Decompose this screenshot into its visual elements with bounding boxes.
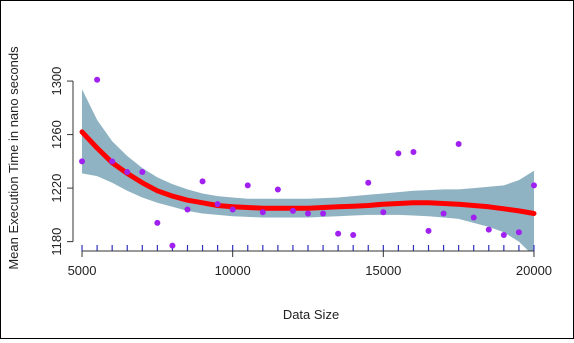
data-point — [515, 229, 522, 236]
axes-layer: 5000 10000 15000 20000 1180 1220 1260 1300 — [49, 67, 552, 278]
data-point — [305, 210, 311, 217]
data-point — [410, 148, 417, 155]
data-point — [320, 210, 327, 217]
data-point — [199, 178, 206, 185]
data-point — [94, 76, 101, 83]
x-axis-title: Data Size — [283, 307, 339, 322]
data-point — [365, 179, 372, 186]
data-point — [350, 231, 357, 238]
data-point — [380, 209, 387, 216]
data-point — [214, 201, 221, 208]
x-tick-label: 15000 — [365, 263, 401, 278]
data-point — [470, 214, 477, 221]
data-point — [244, 182, 251, 189]
data-point — [229, 206, 236, 213]
rug-layer — [81, 245, 535, 251]
data-point — [274, 186, 281, 193]
data-point — [289, 207, 296, 214]
y-tick-label: 1220 — [49, 174, 64, 203]
data-point — [154, 219, 161, 226]
data-point — [124, 169, 131, 176]
x-tick-label: 10000 — [215, 263, 251, 278]
data-point — [500, 231, 507, 238]
y-tick-label: 1260 — [49, 120, 64, 149]
smooth-line — [79, 129, 537, 216]
data-point — [395, 150, 402, 157]
y-axis-title: Mean Execution Time in nano seconds — [6, 46, 21, 270]
data-point — [139, 169, 146, 176]
data-point — [440, 210, 447, 217]
scatter-smooth-chart: 5000 10000 15000 20000 1180 1220 1260 1300 Data… — [6, 46, 552, 322]
y-tick-label: 1300 — [49, 67, 64, 96]
y-tick-label: 1180 — [49, 228, 64, 256]
data-point — [169, 242, 176, 249]
data-point — [109, 158, 116, 165]
data-point — [259, 209, 266, 216]
data-point — [455, 140, 462, 147]
data-point — [79, 158, 86, 165]
confidence-band — [82, 89, 534, 251]
band-layer — [82, 89, 534, 251]
data-point — [530, 182, 537, 189]
data-point — [485, 226, 492, 233]
x-tick-label: 20000 — [516, 263, 552, 278]
x-tick-label: 5000 — [68, 263, 97, 278]
data-point — [425, 227, 432, 234]
data-point — [184, 206, 191, 213]
line-layer — [79, 129, 537, 216]
data-point — [335, 230, 342, 237]
points-layer — [79, 76, 537, 249]
